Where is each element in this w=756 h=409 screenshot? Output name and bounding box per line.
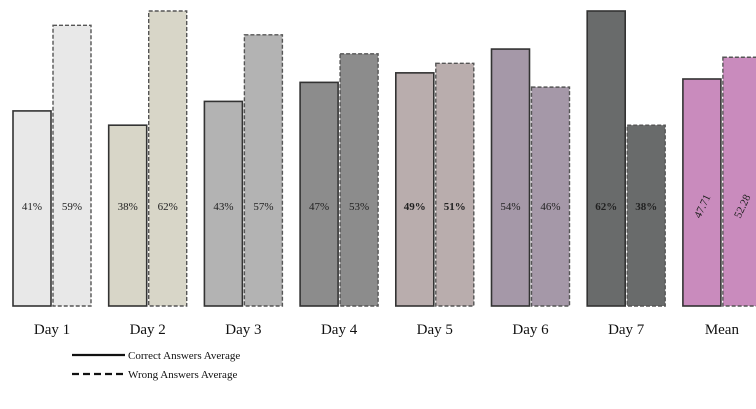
bar-wrong-day-3	[243, 34, 284, 307]
data-label-wrong-day-3: 57%	[253, 201, 273, 213]
bar-correct-day-6	[490, 48, 531, 307]
data-label-wrong-day-1: 59%	[62, 201, 82, 213]
data-label-correct-day-4: 47%	[309, 201, 329, 213]
data-label-wrong-day-6: 46%	[540, 201, 560, 213]
bar-wrong-day-4	[339, 53, 379, 307]
category-label-day-1: Day 1	[34, 322, 70, 338]
data-label-correct-day-6: 54%	[500, 201, 520, 213]
bar-wrong-mean	[722, 56, 756, 307]
legend-label-correct: Correct Answers Average	[128, 350, 240, 362]
bar-correct-day-4	[299, 81, 339, 307]
category-label-day-5: Day 5	[417, 322, 453, 338]
bar-correct-day-3	[203, 100, 244, 307]
bar-correct-mean	[682, 78, 722, 307]
data-label-correct-day-5: 49%	[404, 201, 426, 213]
bar-wrong-day-6	[530, 86, 571, 307]
data-label-wrong-day-4: 53%	[349, 201, 369, 213]
category-label-day-4: Day 4	[321, 322, 358, 338]
legend-label-wrong: Wrong Answers Average	[128, 369, 237, 381]
data-label-correct-day-7: 62%	[595, 201, 617, 213]
bars-layer	[12, 10, 756, 307]
category-label-mean: Mean	[705, 322, 740, 338]
bar-wrong-day-2	[147, 10, 188, 307]
category-label-day-6: Day 6	[512, 322, 549, 338]
data-label-correct-day-3: 43%	[213, 201, 233, 213]
category-labels-layer: Day 1 Day 2 Day 3 Day 4 Day 5 Day 6 Day 7 Mean	[34, 322, 740, 338]
data-label-correct-day-2: 38%	[118, 201, 138, 213]
legend: Correct Answers Average Wrong Answers Av…	[72, 350, 240, 381]
data-label-correct-day-1: 41%	[22, 201, 42, 213]
bar-wrong-day-5	[435, 62, 475, 307]
bar-correct-day-5	[394, 72, 435, 307]
bar-correct-day-2	[107, 124, 148, 307]
bar-wrong-day-1	[52, 24, 92, 307]
data-label-wrong-day-2: 62%	[158, 201, 178, 213]
data-label-wrong-day-5: 51%	[444, 201, 466, 213]
bar-wrong-day-7	[626, 124, 666, 307]
category-label-day-3: Day 3	[225, 322, 261, 338]
bar-correct-day-1	[12, 110, 52, 307]
bar-correct-day-7	[586, 10, 627, 307]
category-label-day-7: Day 7	[608, 322, 645, 338]
category-label-day-2: Day 2	[130, 322, 166, 338]
data-label-wrong-day-7: 38%	[635, 201, 657, 213]
